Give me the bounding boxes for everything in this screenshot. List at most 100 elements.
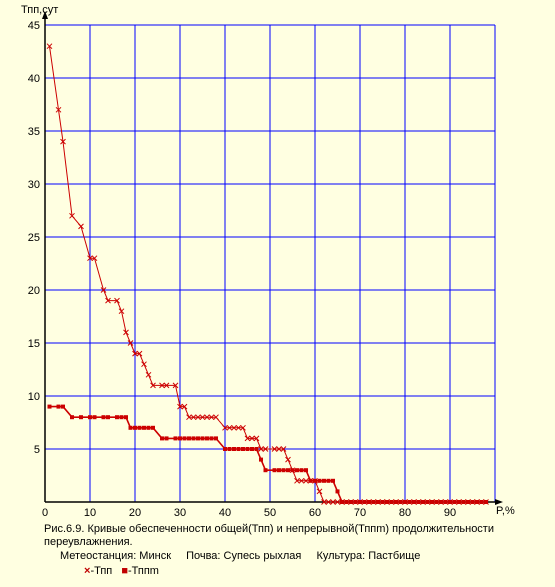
data-point-x (177, 403, 183, 410)
data-point-x (159, 382, 165, 389)
data-point-x (276, 446, 282, 452)
tick-labels: 10 20 30 40 50 60 70 80 90 5 10 15 20 25 30 35 40 45 0 (28, 20, 456, 519)
x-tick-label: 80 (399, 507, 411, 519)
data-point-square (56, 404, 61, 409)
data-point-x (262, 446, 269, 452)
data-point-square (187, 436, 191, 441)
x-mark-stroke (91, 255, 98, 262)
data-point-square (412, 500, 416, 504)
grid (45, 24, 496, 502)
legend-item-tppm: ■-Тппm (121, 565, 159, 577)
caption-soil: Почва: Супесь рыхлая (186, 550, 302, 562)
y-tick-label: 20 (28, 285, 40, 297)
x-mark-stroke (195, 414, 201, 421)
data-point-square (340, 500, 344, 504)
data-point-square (371, 500, 376, 504)
data-point-square (241, 447, 245, 451)
data-point-square (277, 468, 281, 473)
data-point-square (479, 500, 484, 504)
data-point-x (226, 424, 233, 431)
y-tick-label: 35 (28, 126, 40, 138)
data-point-square (299, 468, 304, 473)
data-point-square (133, 425, 137, 430)
data-point-square (403, 500, 407, 504)
data-point-square (70, 415, 74, 420)
data-point-square (182, 436, 187, 441)
data-point-square (376, 500, 380, 504)
y-axis-label: Тпп,сут (21, 4, 58, 16)
data-point-square (142, 425, 146, 430)
data-point-x (46, 43, 53, 50)
data-point-x (69, 212, 75, 219)
x-mark-stroke (285, 456, 291, 463)
data-point-square (124, 415, 128, 420)
x-mark-stroke (298, 477, 305, 484)
data-point-square (259, 457, 263, 462)
data-point-square (452, 500, 457, 504)
x-mark-stroke (114, 297, 120, 304)
y-tick-label: 10 (28, 391, 40, 403)
data-point-x (294, 477, 300, 484)
x-mark-stroke (330, 499, 336, 505)
data-point-square (191, 436, 196, 441)
x-mark-stroke (100, 287, 107, 293)
x-mark-stroke (280, 446, 287, 452)
data-point-x (181, 403, 188, 410)
data-point-square (290, 468, 295, 473)
x-axis-label: P,% (496, 505, 515, 517)
data-point-x (334, 499, 341, 505)
x-mark-stroke (213, 414, 219, 421)
data-point-square (331, 478, 335, 483)
x-tick-label: 70 (354, 507, 366, 519)
x-mark-stroke (199, 414, 206, 421)
data-point-x (258, 446, 264, 452)
x-mark-stroke (316, 488, 323, 495)
x-mark-stroke (303, 477, 309, 484)
x-mark-stroke (226, 424, 233, 431)
data-point-square (250, 447, 254, 451)
x-mark-stroke (78, 223, 84, 230)
data-point-x (244, 435, 251, 442)
x-mark-stroke (123, 329, 129, 336)
data-point-square (137, 425, 142, 430)
data-point-square (304, 468, 308, 473)
y-tick-label: 25 (28, 232, 40, 244)
data-point-x (60, 138, 66, 145)
y-tick-label: 30 (28, 179, 40, 191)
data-point-square (106, 415, 110, 420)
data-point-x (298, 477, 305, 484)
x-tick-label: 50 (264, 507, 276, 519)
x-mark-stroke (172, 382, 179, 389)
data-point-x (105, 297, 111, 304)
data-point-square (430, 500, 434, 504)
x-mark-stroke (105, 297, 111, 304)
series-line-2 (49, 405, 486, 503)
x-mark-stroke (258, 446, 264, 452)
x-mark-stroke (190, 414, 197, 421)
x-mark-stroke (222, 424, 228, 431)
data-point-square (146, 425, 151, 430)
x-tick-label: 90 (444, 507, 456, 519)
data-point-square (295, 468, 299, 473)
caption-details: Метеостанция: Минск Почва: Супесь рыхлая… (60, 550, 432, 563)
x-mark-stroke (249, 435, 255, 442)
data-point-square (254, 447, 259, 451)
data-point-square (196, 436, 200, 441)
data-point-x (231, 424, 237, 431)
data-point-square (353, 500, 358, 504)
data-point-square (443, 500, 448, 504)
x-tick-label: 20 (129, 507, 141, 519)
data-point-x (316, 488, 323, 495)
caption-station: Метеостанция: Минск (60, 550, 172, 562)
data-point-square (223, 447, 227, 451)
x-mark-stroke (271, 446, 278, 452)
data-point-square (164, 436, 169, 441)
data-point-x (321, 499, 327, 505)
data-point-x (55, 106, 62, 113)
data-point-square (362, 500, 367, 504)
data-point-square (349, 500, 353, 504)
data-point-square (209, 436, 214, 441)
data-point-square (470, 500, 475, 504)
x-mark-stroke (181, 403, 188, 410)
x-mark-stroke (334, 499, 341, 505)
